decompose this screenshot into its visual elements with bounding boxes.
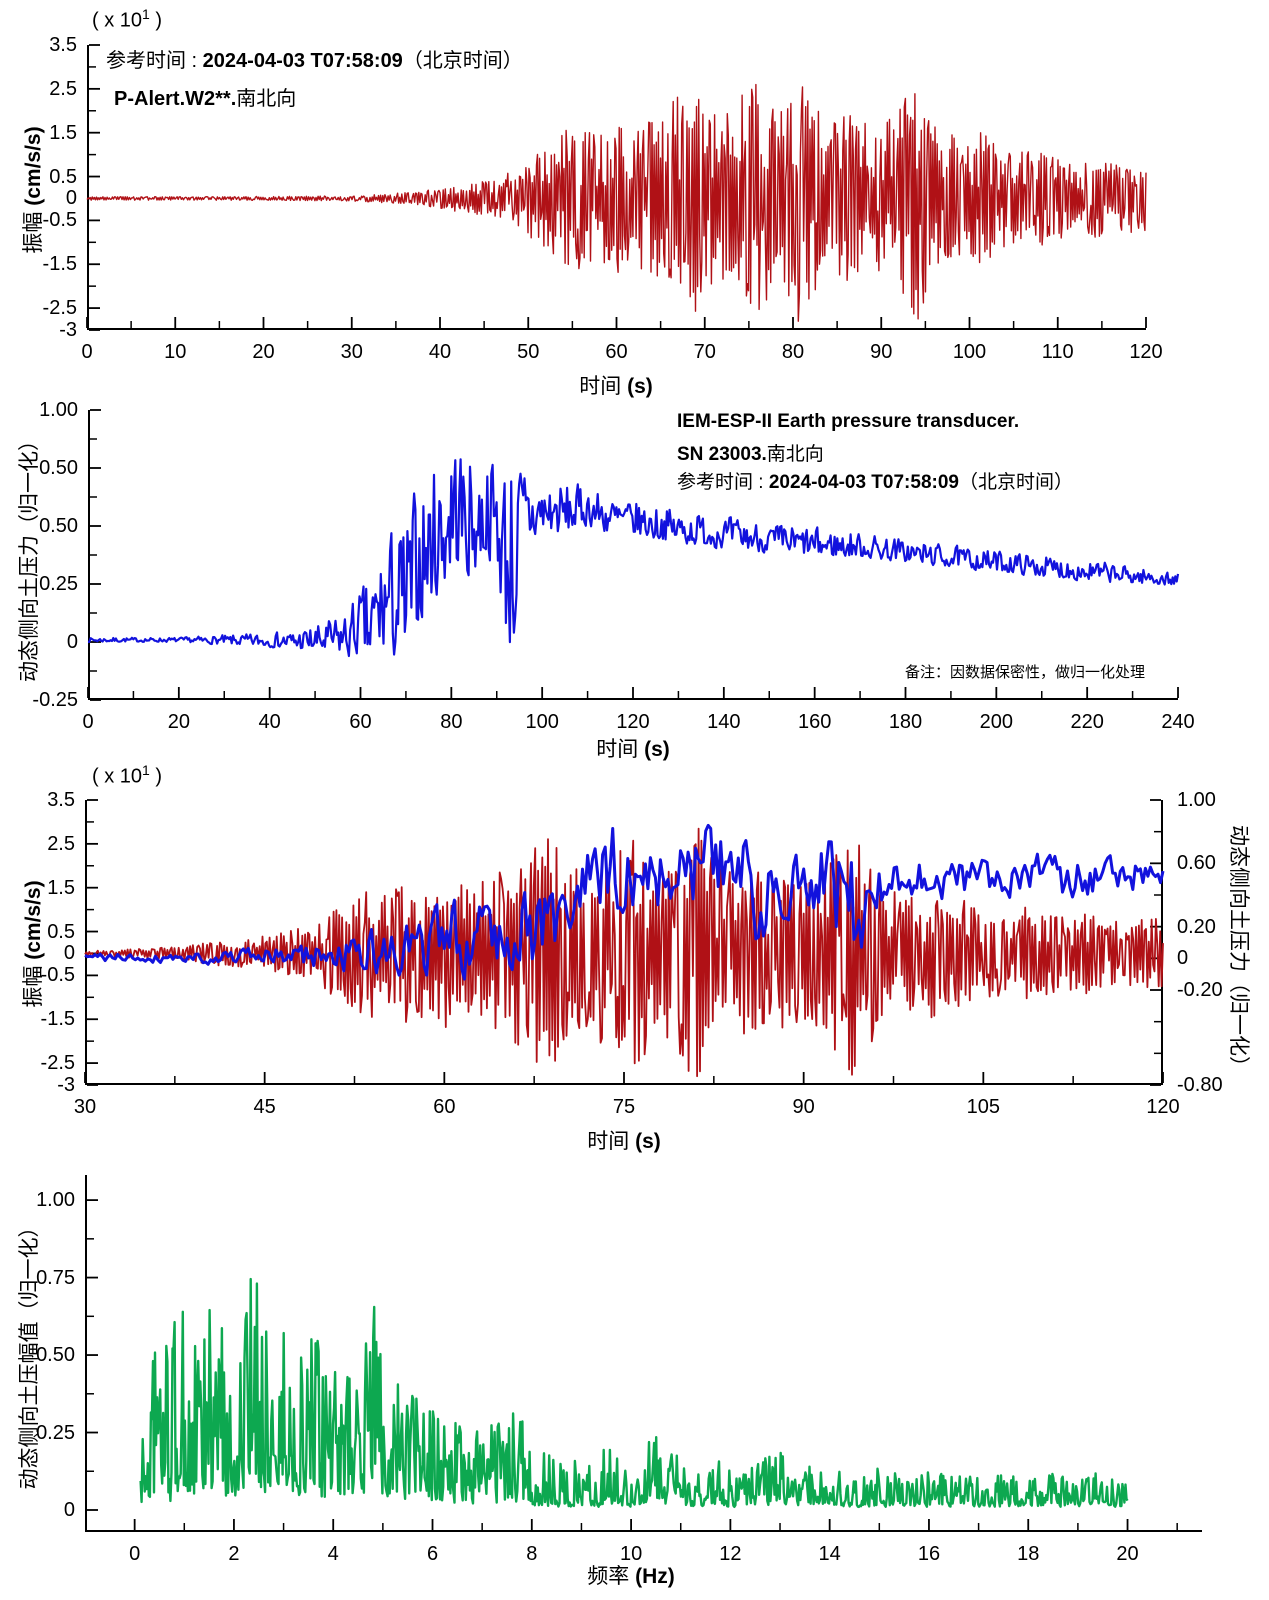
x-tick-label: 120 bbox=[616, 711, 650, 733]
x-tick-label: 100 bbox=[525, 711, 559, 733]
x-tick-label: 120 bbox=[1146, 1096, 1180, 1118]
chart3-series-2-trace bbox=[84, 823, 1165, 981]
x-tick-label: 12 bbox=[719, 1543, 742, 1565]
chart3-scale-exponent: ( x 101 ) bbox=[92, 762, 163, 788]
chart1-sensor-label: P-Alert.W2**.南北向 bbox=[114, 88, 297, 110]
x-tick-label: 0 bbox=[129, 1543, 141, 1565]
chart1-x-axis-title: 时间 (s) bbox=[579, 375, 653, 398]
x-tick-label: 8 bbox=[526, 1543, 538, 1565]
y-tick-label: -3 bbox=[59, 319, 77, 341]
x-tick-label: 45 bbox=[253, 1096, 276, 1118]
x-tick-label: 220 bbox=[1070, 711, 1104, 733]
x-tick-label: 20 bbox=[167, 711, 190, 733]
chart1-acceleration-plot bbox=[86, 44, 1147, 331]
y-tick-label: 0 bbox=[63, 1498, 75, 1521]
y-tick-label: -1.5 bbox=[40, 1008, 75, 1031]
x-tick-label: 60 bbox=[433, 1096, 456, 1118]
x-tick-label: 140 bbox=[707, 711, 741, 733]
x-tick-label: 240 bbox=[1161, 711, 1195, 733]
right-y-tick-label: 1.00 bbox=[1177, 789, 1216, 811]
chart4-series-1-trace bbox=[139, 1277, 1129, 1509]
y-tick-label: 3.5 bbox=[49, 34, 77, 56]
chart2-reference-time: 参考时间 : 2024-04-03 T07:58:09（北京时间） bbox=[677, 472, 1073, 493]
x-tick-label: 80 bbox=[440, 711, 463, 733]
x-tick-label: 20 bbox=[252, 341, 275, 363]
x-tick-label: 60 bbox=[605, 341, 628, 363]
x-tick-label: 50 bbox=[517, 341, 540, 363]
chart1-y-axis-title: 振幅 (cm/s/s) bbox=[22, 126, 45, 254]
x-tick-label: 0 bbox=[81, 341, 93, 363]
x-tick-label: 120 bbox=[1129, 341, 1163, 363]
chart3-y-axis-title: 振幅 (cm/s/s) bbox=[22, 880, 45, 1008]
y-tick-label: -0.25 bbox=[32, 689, 78, 711]
y-tick-label: 1.00 bbox=[39, 399, 78, 421]
chart1-scale-exponent: ( x 101 ) bbox=[92, 6, 163, 32]
x-tick-label: 14 bbox=[818, 1543, 841, 1565]
y-tick-label: -3 bbox=[57, 1074, 75, 1096]
x-tick-label: 40 bbox=[258, 711, 281, 733]
chart4-x-axis-title: 频率 (Hz) bbox=[587, 1565, 675, 1588]
x-tick-label: 10 bbox=[164, 341, 187, 363]
y-tick-label: 1.00 bbox=[36, 1189, 75, 1212]
chart2-x-axis-title: 时间 (s) bbox=[596, 738, 670, 761]
x-tick-label: 18 bbox=[1017, 1543, 1040, 1565]
chart1-reference-time: 参考时间 : 2024-04-03 T07:58:09（北京时间） bbox=[106, 50, 523, 72]
y-tick-label: -1.5 bbox=[42, 253, 77, 276]
chart3-x-axis-title: 时间 (s) bbox=[587, 1130, 661, 1153]
x-tick-label: 105 bbox=[966, 1096, 1001, 1118]
chart1-series-1-trace bbox=[86, 83, 1147, 322]
y-tick-label: 3.5 bbox=[47, 789, 75, 811]
chart2-transducer-label: IEM-ESP-II Earth pressure transducer. bbox=[677, 411, 1020, 432]
x-tick-label: 6 bbox=[426, 1543, 439, 1565]
x-tick-label: 2 bbox=[228, 1543, 240, 1565]
y-tick-label: 2.5 bbox=[47, 832, 75, 855]
x-tick-label: 40 bbox=[428, 341, 452, 363]
x-tick-label: 20 bbox=[1116, 1543, 1139, 1565]
x-tick-label: 30 bbox=[73, 1096, 97, 1118]
chart3-right-y-axis-title: 动态侧向土压力（归一化） bbox=[1227, 825, 1250, 1077]
x-tick-label: 0 bbox=[82, 711, 94, 733]
x-tick-label: 60 bbox=[349, 711, 372, 733]
x-tick-label: 75 bbox=[612, 1096, 636, 1118]
x-tick-label: 80 bbox=[781, 341, 805, 363]
chart2-y-axis-title: 动态侧向土压力（归一化） bbox=[18, 430, 41, 682]
x-tick-label: 160 bbox=[797, 711, 832, 733]
x-tick-label: 90 bbox=[792, 1096, 815, 1118]
chart2-normalization-note: 备注：因数据保密性，做归一化处理 bbox=[905, 663, 1146, 681]
chart2-serial-label: SN 23003.南北向 bbox=[677, 444, 824, 465]
x-tick-label: 110 bbox=[1041, 341, 1074, 363]
x-tick-label: 30 bbox=[340, 341, 363, 363]
chart4-spectrum-plot bbox=[85, 1175, 1202, 1532]
chart4-y-axis-title: 动态侧向土压幅值（归一化） bbox=[18, 1216, 41, 1490]
chart2-earth-pressure-plot bbox=[87, 409, 1180, 701]
x-tick-label: 70 bbox=[693, 341, 716, 363]
x-tick-label: 16 bbox=[917, 1543, 941, 1565]
x-tick-label: 200 bbox=[979, 711, 1014, 733]
x-tick-label: 100 bbox=[952, 341, 987, 363]
x-tick-label: 90 bbox=[870, 341, 893, 363]
y-tick-label: 2.5 bbox=[49, 77, 77, 100]
x-tick-label: 180 bbox=[888, 711, 923, 733]
x-tick-label: 4 bbox=[327, 1543, 339, 1565]
y-tick-label: -2.5 bbox=[42, 297, 77, 320]
chart2-series-1-trace bbox=[87, 458, 1180, 658]
y-tick-label: -2.5 bbox=[40, 1052, 75, 1075]
chart3-overlay-plot bbox=[84, 799, 1165, 1086]
